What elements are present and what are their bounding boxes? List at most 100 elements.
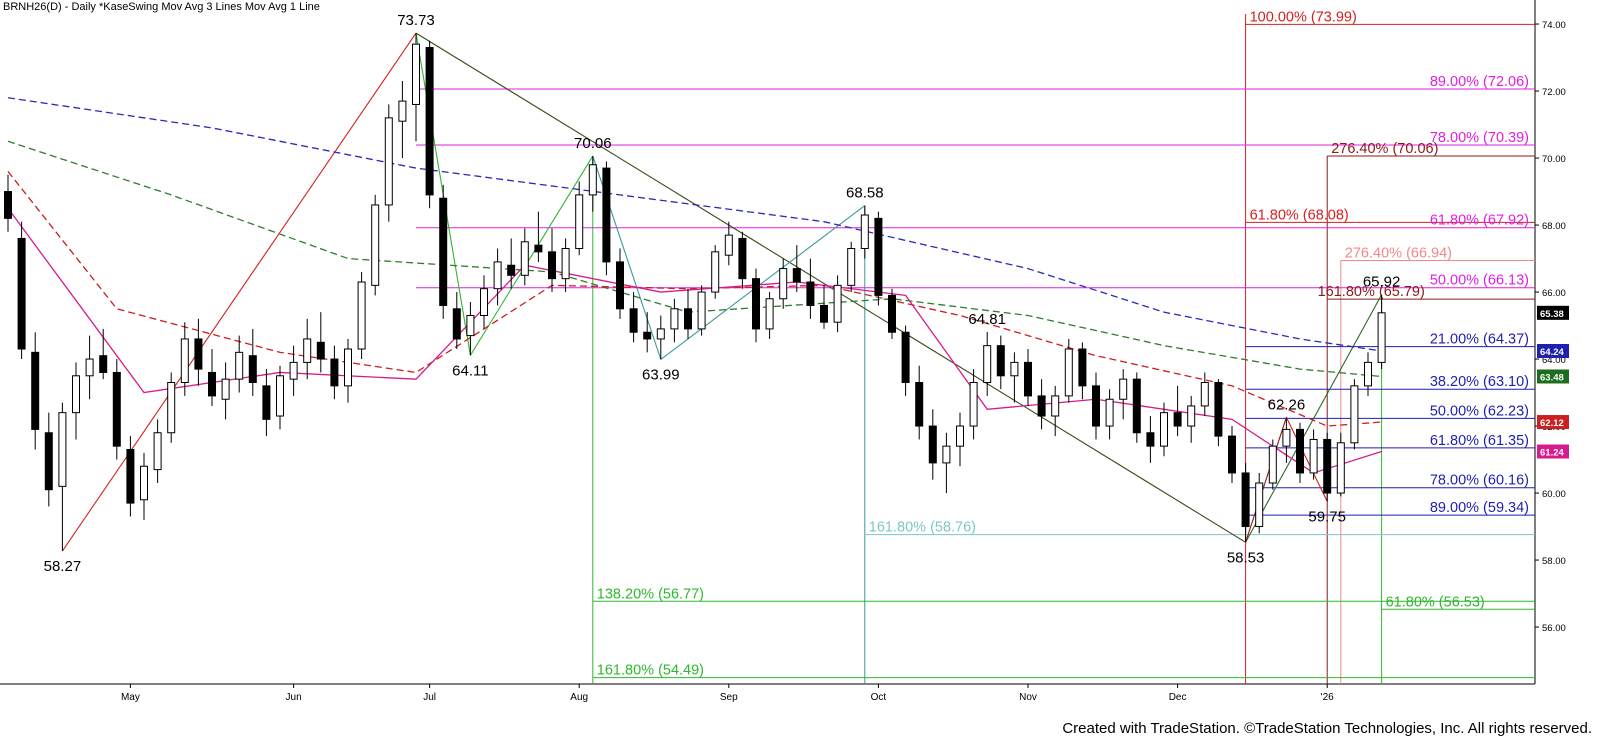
- candle: [17, 221, 26, 360]
- candle: [1146, 416, 1155, 463]
- candle-body: [765, 298, 774, 330]
- candle: [126, 436, 135, 517]
- candle-body: [1296, 428, 1304, 474]
- candle-body: [860, 214, 869, 249]
- candle-body: [1228, 435, 1236, 474]
- candle: [643, 312, 652, 353]
- fib-level-label: 138.20% (56.77): [597, 586, 704, 602]
- candle-body: [507, 264, 516, 276]
- candle-body: [561, 248, 570, 280]
- candle-body: [17, 237, 26, 350]
- fib-level-label: 61.80% (67.92): [1430, 213, 1529, 229]
- candle: [833, 275, 842, 333]
- candle-body: [1146, 432, 1155, 447]
- candle-body: [697, 291, 706, 330]
- candle-body: [425, 47, 434, 196]
- candle: [548, 228, 556, 293]
- candle-body: [724, 234, 733, 256]
- swing-point-label: 73.73: [397, 12, 435, 29]
- candle: [1200, 372, 1209, 416]
- fib-level-label: 61.80% (61.35): [1430, 433, 1529, 449]
- fib-level-label: 50.00% (62.23): [1430, 403, 1529, 419]
- candle-body: [1037, 395, 1046, 417]
- candle-body: [711, 251, 720, 293]
- candle-body: [1268, 445, 1277, 484]
- candle-body: [1092, 385, 1100, 427]
- price-marker-badge: [1537, 444, 1569, 459]
- candle-body: [330, 358, 339, 387]
- candle: [140, 452, 148, 520]
- candle: [412, 33, 420, 142]
- candle-body: [140, 465, 148, 501]
- swing-point-label: 63.99: [642, 366, 680, 383]
- candle: [969, 369, 978, 440]
- fib-level-label: 161.80% (54.49): [597, 663, 704, 679]
- chart-title: BRNH26(D) - Daily *KaseSwing Mov Avg 3 L…: [3, 1, 320, 13]
- candle-body: [1160, 412, 1168, 447]
- candle-body: [616, 261, 624, 310]
- candle-body: [1309, 438, 1318, 474]
- x-tick-label: Jul: [423, 692, 436, 703]
- candle-body: [4, 191, 12, 219]
- swing-point-label: 58.53: [1227, 549, 1265, 566]
- candle-body: [1173, 412, 1182, 427]
- candle-body: [221, 378, 230, 400]
- candle: [860, 205, 869, 259]
- y-tick-label: 58.00: [1542, 556, 1566, 567]
- candle: [765, 292, 774, 339]
- candle: [1241, 462, 1250, 543]
- candle-body: [1241, 472, 1250, 528]
- candle: [507, 238, 516, 289]
- candle-body: [31, 351, 40, 430]
- candle-body: [167, 382, 176, 434]
- candle: [1350, 379, 1359, 450]
- x-tick-label: '26: [1321, 692, 1334, 703]
- swing-trend-line: [61, 32, 417, 552]
- candle: [1078, 342, 1087, 400]
- candle-body: [112, 371, 121, 447]
- candle-body: [833, 284, 842, 323]
- candle: [1187, 395, 1196, 443]
- price-marker-label: 62.12: [1540, 418, 1564, 429]
- candle: [1228, 426, 1236, 483]
- swing-point-label: 64.11: [452, 362, 488, 379]
- candle-body: [452, 308, 461, 340]
- x-tick-label: May: [121, 692, 140, 703]
- fib-level-label: 38.20% (63.10): [1430, 374, 1529, 390]
- candle: [684, 288, 692, 339]
- candle: [316, 312, 325, 373]
- x-tick-label: Nov: [1019, 692, 1037, 703]
- candle-body: [1078, 348, 1087, 387]
- candle: [629, 292, 638, 343]
- candle: [697, 285, 706, 336]
- fib-level-label: 78.00% (60.16): [1430, 473, 1529, 489]
- candle: [901, 325, 910, 396]
- candle-body: [928, 425, 937, 464]
- candle: [398, 81, 407, 159]
- candle-body: [969, 382, 978, 427]
- fib-level-label: 276.40% (66.94): [1345, 246, 1452, 262]
- candle: [1051, 385, 1060, 437]
- fib-level-label: 100.00% (73.99): [1250, 9, 1357, 25]
- x-tick-label: Jun: [286, 692, 302, 703]
- candle: [1037, 379, 1046, 430]
- candle-body: [996, 345, 1005, 377]
- candle: [1132, 372, 1141, 443]
- candle: [1119, 369, 1128, 420]
- candle: [1336, 432, 1345, 497]
- fib-level-label: 78.00% (70.39): [1430, 130, 1529, 146]
- y-tick-label: 68.00: [1542, 221, 1566, 232]
- x-tick-label: Aug: [570, 692, 588, 703]
- swing-trend-line: [1285, 417, 1328, 502]
- candle: [1282, 417, 1291, 463]
- candle-body: [493, 261, 502, 290]
- candle: [344, 338, 352, 403]
- candle: [194, 318, 203, 386]
- candle: [1268, 439, 1277, 490]
- candle-body: [194, 338, 203, 370]
- footer-credit: Created with TradeStation. ©TradeStation…: [1062, 720, 1592, 737]
- candle-body: [1024, 361, 1032, 397]
- fib-level-label: 61.80% (56.53): [1386, 594, 1485, 610]
- candle: [956, 412, 964, 467]
